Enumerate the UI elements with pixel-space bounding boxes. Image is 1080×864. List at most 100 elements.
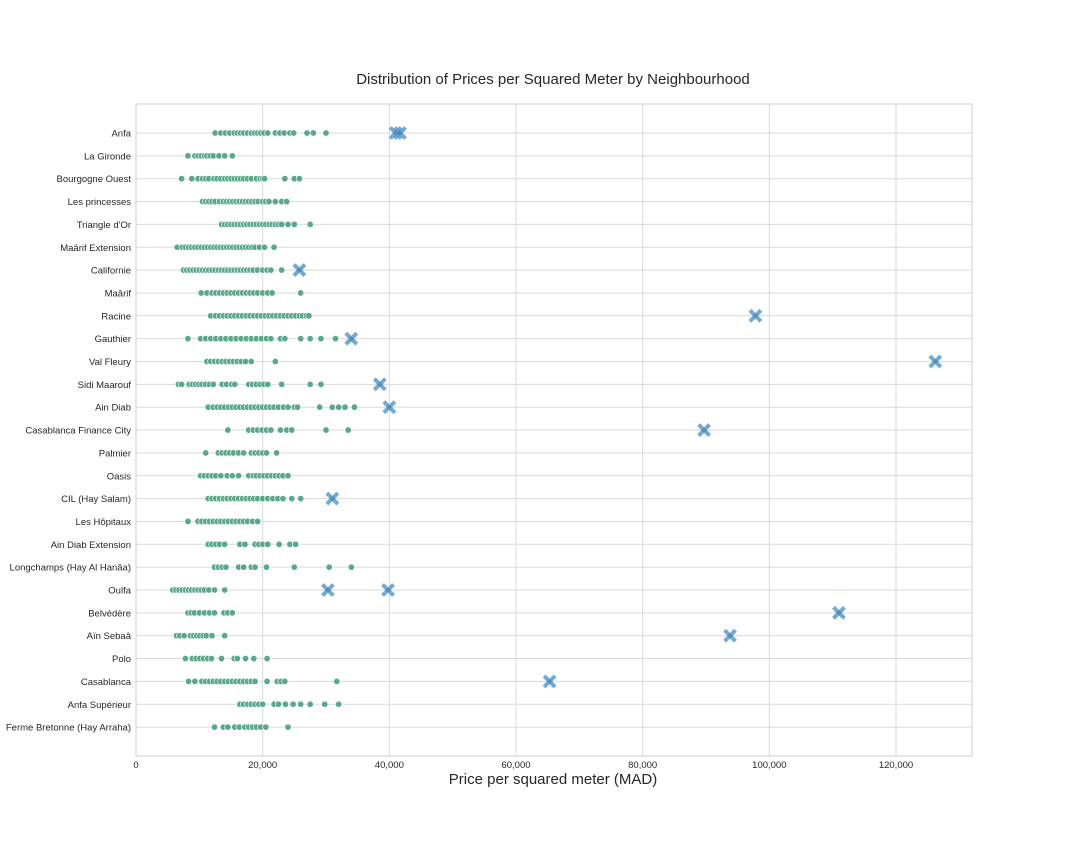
y-tick-label: La Gironde (84, 151, 131, 162)
outlier-marker (381, 583, 395, 597)
data-point (265, 198, 273, 206)
data-point (333, 677, 341, 685)
x-tick-label: 20,000 (248, 760, 277, 771)
data-point (221, 152, 229, 160)
data-point (284, 220, 292, 228)
data-point (289, 700, 297, 708)
data-point (261, 243, 269, 251)
data-point (250, 655, 258, 663)
data-point (267, 426, 275, 434)
x-tick-label: 0 (133, 760, 138, 771)
x-tick-label: 40,000 (375, 760, 404, 771)
data-point (341, 403, 349, 411)
y-tick-label: Californie (91, 266, 131, 277)
data-point (278, 380, 286, 388)
data-point (306, 700, 314, 708)
data-point (247, 357, 255, 365)
y-tick-label: Val Fleury (89, 357, 131, 368)
outlier-marker (542, 674, 557, 689)
outlier-marker (372, 377, 387, 392)
data-point (290, 129, 298, 137)
outlier-marker (928, 354, 943, 369)
data-point (271, 357, 279, 365)
data-point (275, 540, 283, 548)
outlier-marker (320, 583, 335, 597)
data-point (270, 243, 278, 251)
data-point (297, 289, 305, 297)
y-tick-label: Gauthier (95, 334, 131, 345)
data-point (211, 723, 219, 731)
x-tick-label: 60,000 (501, 760, 530, 771)
y-tick-label: Belvédère (88, 608, 131, 619)
data-point (242, 655, 250, 663)
data-point (228, 152, 236, 160)
x-tick-label: 120,000 (879, 760, 913, 771)
data-point (303, 129, 311, 137)
data-point (208, 632, 216, 640)
y-tick-label: Longchamps (Hay Al Hanâa) (10, 563, 131, 574)
data-point (328, 403, 336, 411)
y-tick-label: Ferme Bretonne (Hay Arraha) (6, 723, 131, 734)
data-point (331, 335, 339, 343)
data-point (224, 426, 232, 434)
data-point (274, 700, 282, 708)
data-point (281, 335, 289, 343)
data-point (218, 655, 226, 663)
data-point (284, 403, 292, 411)
y-tick-label: Maârif (105, 288, 132, 299)
data-point (211, 609, 219, 617)
data-point (281, 175, 289, 183)
data-point (241, 540, 249, 548)
data-point (276, 426, 284, 434)
y-tick-label: Les princesses (68, 197, 132, 208)
data-point (281, 700, 289, 708)
data-point (309, 129, 317, 137)
data-point (284, 723, 292, 731)
data-point (290, 220, 298, 228)
data-point (178, 380, 186, 388)
data-point (322, 129, 330, 137)
data-point (263, 677, 271, 685)
data-point (191, 677, 199, 685)
data-point (185, 677, 193, 685)
data-point (178, 175, 186, 183)
outlier-marker (832, 605, 846, 620)
y-tick-label: Polo (112, 654, 131, 665)
data-point (273, 449, 281, 457)
data-point (293, 403, 301, 411)
data-point (209, 380, 217, 388)
data-point (180, 632, 188, 640)
outlier-marker (344, 331, 359, 346)
x-axis-tick-labels: 0 20,000 40,000 60,000 80,000 100,000 120,000 (133, 760, 913, 771)
data-point (347, 563, 355, 571)
data-point (292, 540, 300, 548)
data-point (262, 449, 270, 457)
outlier-marker (292, 263, 307, 278)
data-point (181, 655, 189, 663)
data-point (350, 403, 358, 411)
data-point (264, 380, 272, 388)
data-point (264, 540, 272, 548)
data-point (306, 220, 314, 228)
data-point (211, 586, 219, 594)
y-tick-label: Ain Diab (95, 403, 131, 414)
x-axis-label: Price per squared meter (MAD) (449, 771, 657, 788)
data-point (295, 175, 303, 183)
y-tick-label: Anfa (111, 129, 131, 140)
data-point (288, 426, 296, 434)
data-point (335, 700, 343, 708)
outlier-markers (292, 126, 943, 689)
x-tick-label: 100,000 (752, 760, 786, 771)
data-point (264, 129, 272, 137)
data-point (207, 655, 215, 663)
plot-area-frame (135, 103, 973, 757)
y-tick-label: Anfa Supérieur (68, 700, 131, 711)
data-point (184, 152, 192, 160)
data-point (281, 677, 289, 685)
y-tick-label: Oasis (107, 471, 132, 482)
y-tick-label: Palmier (99, 448, 131, 459)
data-point (290, 563, 298, 571)
data-point (240, 563, 248, 571)
y-tick-label: Triangle d'Or (77, 220, 131, 231)
